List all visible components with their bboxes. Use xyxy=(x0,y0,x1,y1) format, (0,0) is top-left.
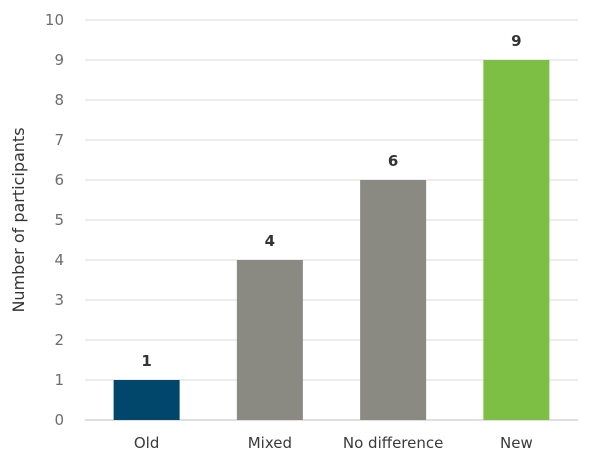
bar xyxy=(483,60,550,420)
bars xyxy=(113,60,550,420)
y-tick-label: 3 xyxy=(54,291,64,309)
bar-value-label: 6 xyxy=(388,152,398,170)
y-tick-label: 6 xyxy=(54,171,64,189)
bar-value-label: 9 xyxy=(511,32,521,50)
y-tick-label: 5 xyxy=(54,211,64,229)
bar xyxy=(236,260,303,420)
bar xyxy=(360,180,427,420)
x-category-label: No difference xyxy=(343,434,443,452)
y-tick-label: 7 xyxy=(54,131,64,149)
y-tick-label: 0 xyxy=(54,411,64,429)
x-category-label: Mixed xyxy=(248,434,292,452)
bar-value-label: 1 xyxy=(141,352,151,370)
y-tick-label: 10 xyxy=(45,11,64,29)
y-axis-title: Number of participants xyxy=(9,127,28,312)
value-labels: 1 4 6 9 xyxy=(141,32,521,370)
y-tick-label: 1 xyxy=(54,371,64,389)
x-axis-categories: Old Mixed No difference New xyxy=(134,434,533,452)
y-axis-ticks: 0 1 2 3 4 5 6 7 8 9 10 xyxy=(45,11,64,429)
x-category-label: New xyxy=(500,434,533,452)
y-tick-label: 8 xyxy=(54,91,64,109)
bar xyxy=(113,380,180,420)
y-tick-label: 2 xyxy=(54,331,64,349)
y-tick-label: 4 xyxy=(54,251,64,269)
bar-value-label: 4 xyxy=(265,232,275,250)
x-category-label: Old xyxy=(134,434,160,452)
y-tick-label: 9 xyxy=(54,51,64,69)
